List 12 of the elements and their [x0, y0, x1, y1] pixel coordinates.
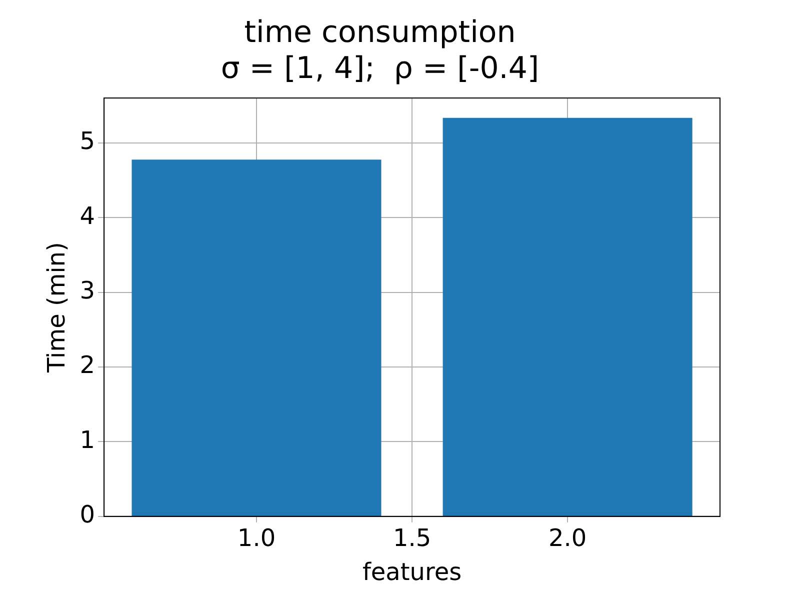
chart-title: time consumption σ = [1, 4]; ρ = [-0.4]: [220, 14, 540, 86]
y-tick-label: 3: [80, 276, 96, 304]
y-tick-label: 4: [80, 202, 96, 230]
x-tick-label: 2.0: [548, 524, 587, 552]
x-axis-title: features: [362, 558, 462, 586]
x-tick-label: 1.5: [392, 524, 432, 552]
y-tick-label: 1: [80, 426, 96, 454]
y-axis-title: Time (min): [42, 242, 71, 374]
y-tick-label: 2: [80, 351, 96, 380]
y-tick-label: 0: [80, 500, 96, 529]
y-tick-label: 5: [80, 127, 96, 156]
x-tick-label: 1.0: [237, 524, 276, 552]
